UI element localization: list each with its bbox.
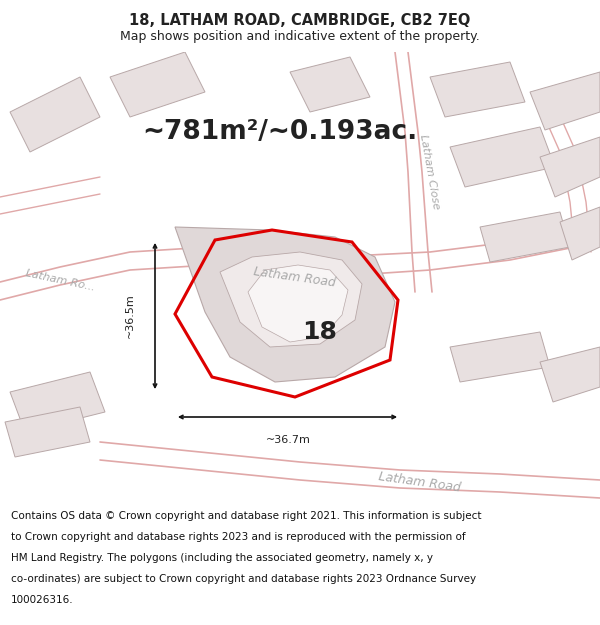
- Polygon shape: [540, 137, 600, 197]
- Text: ~781m²/~0.193ac.: ~781m²/~0.193ac.: [142, 119, 418, 145]
- Polygon shape: [560, 207, 600, 260]
- Polygon shape: [540, 347, 600, 402]
- Polygon shape: [530, 72, 600, 130]
- Text: Latham Road: Latham Road: [253, 265, 337, 289]
- Polygon shape: [220, 252, 362, 347]
- Text: Latham Ro...: Latham Ro...: [25, 268, 95, 292]
- Polygon shape: [248, 265, 348, 342]
- Text: Map shows position and indicative extent of the property.: Map shows position and indicative extent…: [120, 29, 480, 42]
- Text: Contains OS data © Crown copyright and database right 2021. This information is : Contains OS data © Crown copyright and d…: [11, 511, 481, 521]
- Polygon shape: [290, 57, 370, 112]
- Text: 100026316.: 100026316.: [11, 595, 73, 605]
- Text: Latham Close: Latham Close: [418, 134, 442, 210]
- Text: 18, LATHAM ROAD, CAMBRIDGE, CB2 7EQ: 18, LATHAM ROAD, CAMBRIDGE, CB2 7EQ: [130, 13, 470, 28]
- Polygon shape: [480, 212, 570, 262]
- Text: Latham Road: Latham Road: [378, 470, 462, 494]
- Text: HM Land Registry. The polygons (including the associated geometry, namely x, y: HM Land Registry. The polygons (includin…: [11, 553, 433, 563]
- Polygon shape: [175, 227, 395, 382]
- Polygon shape: [10, 77, 100, 152]
- Text: 18: 18: [302, 320, 337, 344]
- Polygon shape: [430, 62, 525, 117]
- Polygon shape: [110, 52, 205, 117]
- Polygon shape: [10, 372, 105, 432]
- Polygon shape: [450, 127, 555, 187]
- Text: to Crown copyright and database rights 2023 and is reproduced with the permissio: to Crown copyright and database rights 2…: [11, 532, 466, 542]
- Text: co-ordinates) are subject to Crown copyright and database rights 2023 Ordnance S: co-ordinates) are subject to Crown copyr…: [11, 574, 476, 584]
- Text: ~36.5m: ~36.5m: [125, 294, 135, 338]
- Polygon shape: [450, 332, 550, 382]
- Polygon shape: [5, 407, 90, 457]
- Text: ~36.7m: ~36.7m: [266, 435, 310, 445]
